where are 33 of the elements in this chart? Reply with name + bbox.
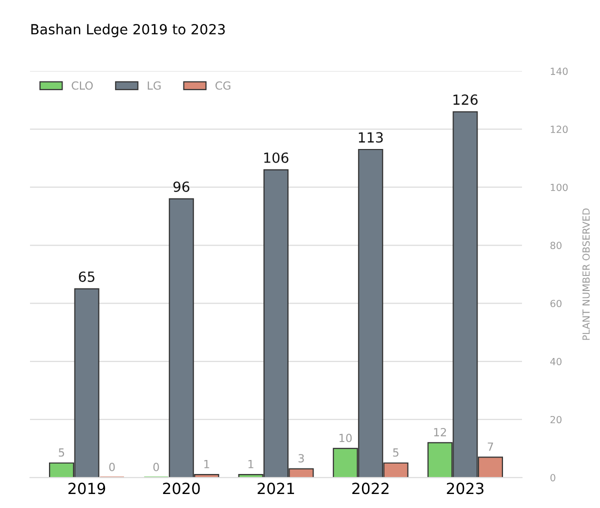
data-label: 5 <box>58 448 64 457</box>
data-label: 1 <box>248 460 254 468</box>
data-label: 126 <box>454 94 478 105</box>
y-tick-label: 80 <box>550 242 562 250</box>
data-label: 65 <box>78 271 94 282</box>
x-tick-label: 2019 <box>68 482 106 494</box>
data-label: 1 <box>204 460 210 468</box>
x-tick-label: 2022 <box>352 482 389 494</box>
y-tick-label: 100 <box>550 184 568 192</box>
data-label: 7 <box>488 442 494 451</box>
y-tick-label: 120 <box>550 126 568 134</box>
data-label: 3 <box>298 454 304 462</box>
x-tick-label: 2021 <box>258 482 294 494</box>
data-label: 106 <box>264 152 288 163</box>
data-label: 10 <box>340 434 352 442</box>
y-tick-label: 40 <box>550 358 562 366</box>
legend-label: LG <box>148 81 161 90</box>
data-label: 12 <box>434 428 446 436</box>
y-tick-label: 0 <box>550 474 556 482</box>
y-tick-label: 20 <box>550 416 562 424</box>
data-label: 96 <box>173 181 190 192</box>
data-label: 5 <box>393 448 398 457</box>
data-label: 113 <box>358 132 383 143</box>
legend-label: CG <box>215 81 230 90</box>
legend-label: CLO <box>72 81 93 90</box>
x-tick-label: 2023 <box>446 482 484 494</box>
x-tick-label: 2020 <box>163 482 200 494</box>
y-tick-label: 60 <box>550 300 562 308</box>
data-label: 0 <box>153 462 159 472</box>
y-tick-label: 140 <box>550 68 568 75</box>
y-axis-title: PLANT NUMBER OBSERVED <box>582 208 590 340</box>
chart-title: Bashan Ledge 2019 to 2023 <box>31 24 225 38</box>
data-label: 0 <box>109 462 115 472</box>
